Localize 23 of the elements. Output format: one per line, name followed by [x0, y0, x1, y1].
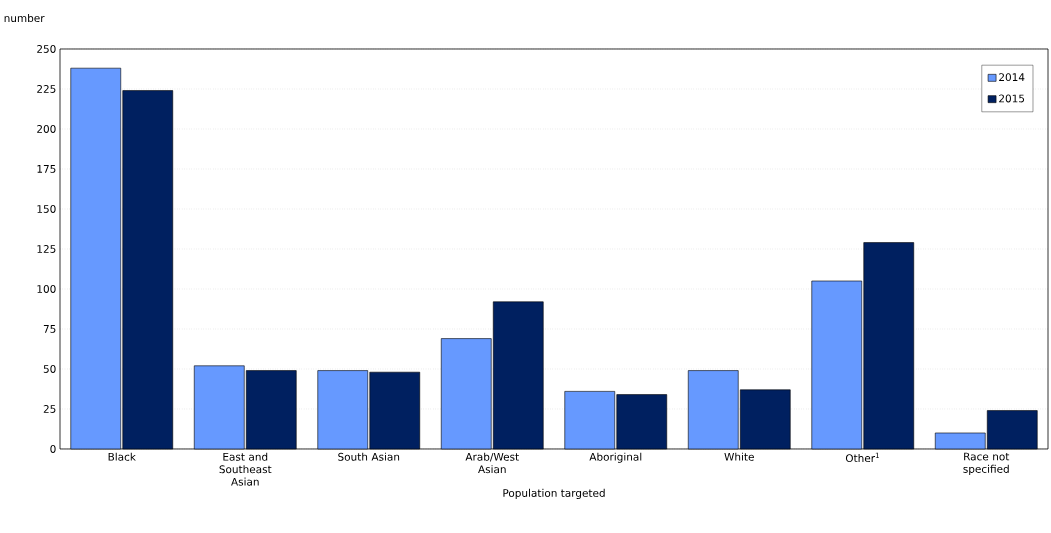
x-tick-label: White [724, 452, 754, 461]
y-tick-label: 25 [43, 405, 56, 413]
legend-label: 2015 [999, 94, 1025, 103]
y-tick-label: 125 [37, 245, 56, 253]
x-axis-title: Population targeted [503, 488, 605, 499]
y-tick-label: 200 [37, 125, 56, 133]
x-tick-label: Arab/West Asian [465, 452, 519, 474]
legend-label: 2014 [999, 73, 1025, 82]
y-tick-label: 100 [37, 285, 56, 293]
y-tick-label: 175 [37, 165, 56, 173]
y-tick-label: 225 [37, 85, 56, 93]
y-tick-label: 0 [50, 445, 56, 453]
y-axis-title: number [4, 13, 45, 23]
x-tick-label: East and Southeast Asian [219, 452, 272, 486]
y-tick-label: 75 [43, 325, 56, 333]
x-tick-label: Aboriginal [589, 452, 642, 463]
x-tick-label: South Asian [338, 452, 400, 461]
x-tick-label: Black [108, 452, 136, 461]
y-tick-label: 150 [37, 205, 56, 213]
x-tick-label: Other$^{1}$ [845, 452, 880, 463]
x-tick-label: Race not specified [963, 452, 1010, 475]
y-tick-label: 50 [43, 365, 56, 373]
y-tick-label: 250 [37, 45, 56, 53]
